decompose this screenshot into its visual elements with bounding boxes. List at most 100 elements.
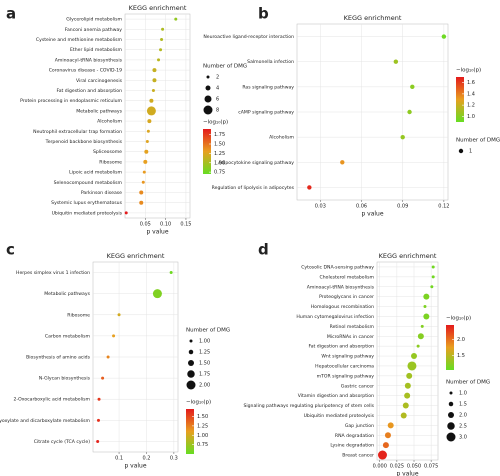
- size-legend-label: 2: [216, 75, 219, 81]
- x-tick-label: 0.050: [407, 464, 421, 470]
- dot: [97, 397, 101, 401]
- dot: [174, 17, 178, 21]
- size-legend-title: Number of DMG: [186, 328, 230, 334]
- dot: [402, 402, 409, 409]
- dot: [377, 450, 387, 460]
- chart-title: KEGG enrichment: [129, 4, 187, 12]
- dot: [161, 27, 165, 31]
- y-tick-label: Ubiquitin mediated proteolysis: [52, 210, 123, 216]
- color-legend-title: −log₁₀(p): [203, 120, 228, 126]
- dot: [410, 84, 415, 90]
- size-legend-dot: [446, 432, 456, 442]
- dot: [124, 211, 128, 215]
- y-tick-label: Terpenoid backbone biosynthesis: [45, 139, 123, 145]
- x-tick-label: 0.15: [180, 222, 191, 228]
- dot: [441, 34, 447, 39]
- dot: [152, 78, 157, 83]
- dot: [151, 89, 155, 92]
- y-tick-label: Ribosome: [99, 159, 122, 165]
- dot: [431, 275, 435, 279]
- dot: [382, 442, 389, 449]
- dot: [141, 180, 145, 184]
- x-tick-label: 0.2: [142, 456, 150, 462]
- dot: [139, 190, 144, 195]
- y-tick-label: Ras signaling pathway: [242, 84, 294, 90]
- y-tick-label: Glyoxylate and dicarboxylate metabolism: [0, 418, 91, 424]
- y-tick-label: Fat digestion and absorption: [56, 88, 122, 94]
- dot: [430, 285, 434, 289]
- color-legend-title: −log₁₀(p): [186, 400, 211, 406]
- y-tick-label: mTOR signaling pathway: [317, 373, 375, 379]
- size-legend-title: Number of DMG: [203, 64, 247, 70]
- size-legend-title: Number of DMG: [456, 138, 500, 144]
- dot: [307, 185, 312, 190]
- dot: [404, 392, 411, 399]
- size-legend-dot: [449, 391, 453, 395]
- color-tick-label: 1.25: [197, 423, 208, 429]
- size-legend-dot: [448, 412, 454, 418]
- dot: [112, 334, 116, 338]
- y-tick-label: Ether lipid metabolism: [70, 47, 123, 53]
- dot: [147, 119, 152, 124]
- y-tick-label: Lipoic acid metabolism: [69, 170, 122, 176]
- dot: [96, 439, 100, 443]
- size-legend-label: 1.0: [459, 391, 467, 397]
- y-tick-label: Alcoholism: [97, 119, 122, 125]
- dot: [340, 160, 345, 165]
- x-tick-label: 0.10: [160, 222, 171, 228]
- size-legend-dot: [187, 370, 195, 378]
- size-legend-label: 1.75: [199, 372, 210, 378]
- y-tick-label: Selenocompound metabolism: [54, 180, 123, 186]
- y-tick-label: Cholesterol metabolism: [320, 274, 375, 280]
- panel-label: b: [258, 5, 269, 23]
- x-axis-label: p value: [146, 229, 168, 236]
- size-legend-dot: [189, 339, 193, 343]
- y-tick-label: Viral carcinogenesis: [76, 78, 123, 84]
- size-legend-dot: [204, 95, 212, 103]
- dot: [169, 271, 173, 275]
- plot-area: [124, 13, 191, 219]
- dot: [145, 140, 149, 143]
- y-tick-label: Proteoglycans in cancer: [319, 294, 374, 300]
- y-tick-label: Fanconi anemia pathway: [65, 27, 123, 33]
- dot: [393, 59, 399, 64]
- x-axis-label: p value: [396, 471, 418, 476]
- y-tick-label: RNA degradation: [335, 433, 374, 439]
- y-tick-label: 2-Oxocarboxylic acid metabolism: [13, 397, 90, 403]
- x-tick-label: 0.03: [315, 204, 326, 210]
- y-tick-label: Vitamin digestion and absorption: [298, 393, 374, 399]
- dot: [406, 372, 413, 379]
- color-tick-label: 1.25: [214, 151, 225, 157]
- y-tick-label: Carbon metabolism: [45, 333, 91, 339]
- y-tick-label: Gap junction: [345, 423, 374, 429]
- color-bar: [186, 409, 194, 454]
- dot: [431, 265, 435, 269]
- size-legend-label: 2.5: [459, 424, 467, 430]
- dot: [143, 159, 148, 164]
- y-tick-label: Citrate cycle (TCA cycle): [34, 439, 90, 445]
- y-tick-label: Hepatocellular carcinoma: [315, 363, 374, 369]
- dot: [423, 313, 430, 320]
- dot: [96, 418, 100, 422]
- chart-title: KEGG enrichment: [379, 252, 437, 260]
- dot: [416, 344, 420, 348]
- size-legend-label: 3.0: [459, 435, 467, 441]
- x-tick-label: 0.1: [115, 456, 123, 462]
- dot: [106, 355, 110, 359]
- size-legend-label: 1.5: [459, 402, 467, 408]
- y-tick-label: Metabolic pathways: [76, 108, 122, 114]
- color-tick-label: 1.2: [467, 103, 475, 109]
- y-tick-label: cAMP signaling pathway: [238, 110, 294, 116]
- y-tick-label: Glycerolipid metabolism: [66, 17, 122, 23]
- size-legend-dot: [458, 148, 464, 154]
- color-bar: [446, 325, 454, 370]
- y-tick-label: Lysine degradation: [330, 443, 374, 449]
- size-legend-dot: [206, 75, 210, 79]
- size-legend-label: 6: [216, 97, 219, 103]
- y-tick-label: Ribosome: [67, 312, 90, 318]
- dot: [417, 333, 424, 340]
- y-tick-label: Neuroactive ligand-receptor interaction: [203, 34, 294, 40]
- color-tick-label: 0.75: [197, 442, 208, 448]
- y-tick-label: Metabolic pathways: [44, 291, 90, 297]
- color-tick-label: 1.4: [467, 91, 475, 97]
